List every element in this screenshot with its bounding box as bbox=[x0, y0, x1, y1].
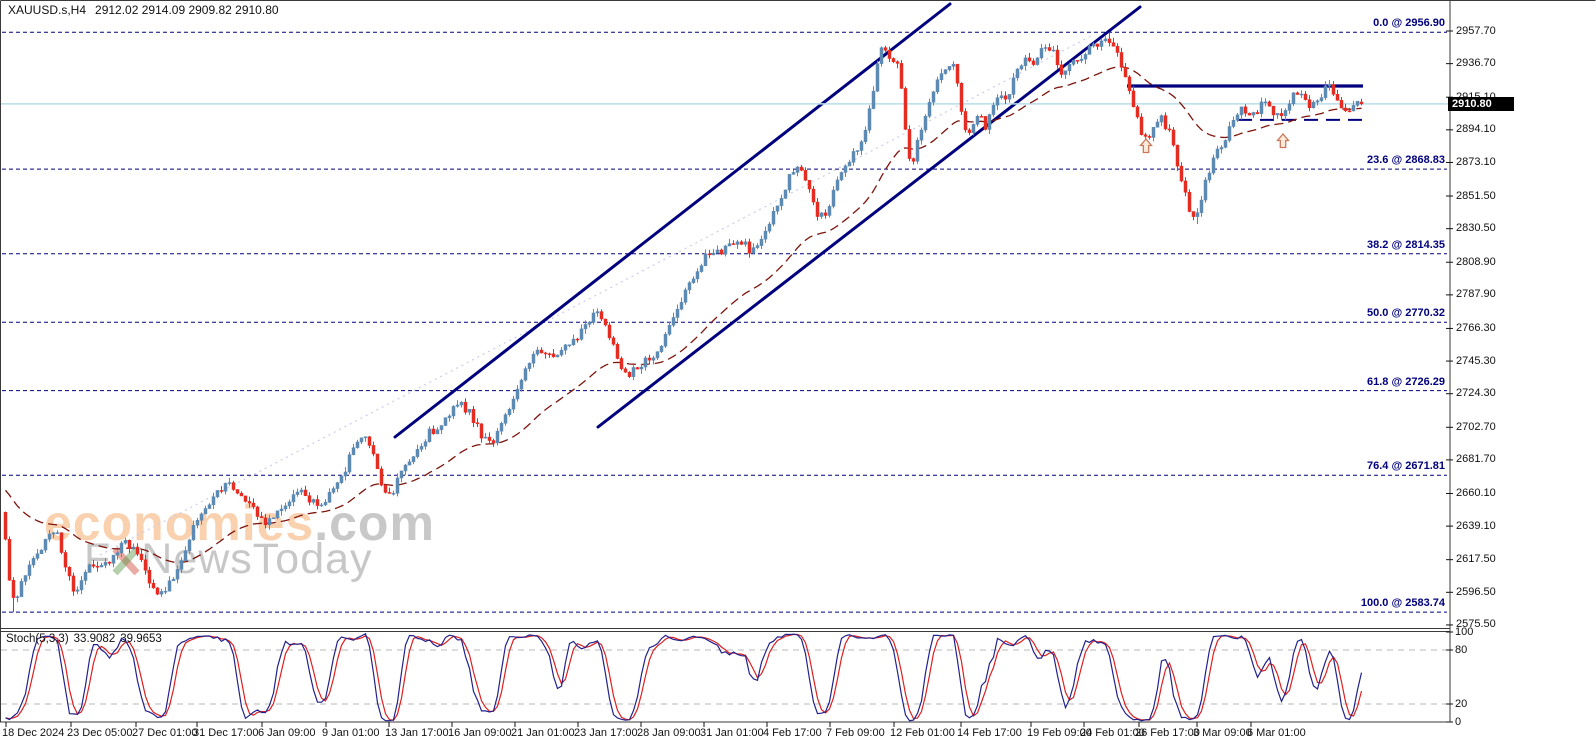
fib-level-label: 23.6 @ 2868.83 bbox=[1366, 154, 1445, 167]
date-label: 13 Jan 17:00 bbox=[385, 727, 449, 739]
stochastic-signal-value: 39.9653 bbox=[120, 633, 162, 645]
stochastic-name: Stoch(5,3,3) bbox=[6, 633, 69, 645]
fib-level-label: 50.0 @ 2770.32 bbox=[1366, 307, 1445, 320]
date-label: 18 Dec 2024 bbox=[2, 727, 65, 739]
channel-midline-dotted[interactable] bbox=[99, 34, 1094, 556]
date-label: 4 Feb 17:00 bbox=[763, 727, 822, 739]
date-label: 26 Feb 17:00 bbox=[1135, 727, 1200, 739]
stochastic-lines[interactable] bbox=[5, 632, 1363, 722]
price-tick-label: 2830.50 bbox=[1456, 222, 1496, 235]
price-tick-label: 2745.30 bbox=[1456, 354, 1496, 367]
date-label: 6 Mar 01:00 bbox=[1247, 727, 1306, 739]
stoch-level-label: 0 bbox=[1455, 716, 1462, 728]
trend-channel[interactable] bbox=[393, 2, 1142, 439]
date-label: 31 Dec 17:00 bbox=[193, 727, 259, 739]
price-tick-label: 2596.50 bbox=[1456, 585, 1496, 598]
date-label: 24 Feb 01:00 bbox=[1080, 727, 1145, 739]
date-label: 21 Jan 01:00 bbox=[511, 727, 575, 739]
price-tick-label: 2894.10 bbox=[1456, 123, 1496, 136]
watermark-brand-suffix: .com bbox=[314, 495, 435, 551]
date-label: 23 Jan 17:00 bbox=[574, 727, 638, 739]
price-tick-label: 2724.30 bbox=[1456, 387, 1496, 400]
chart-title: XAUUSD.s,H4 2912.02 2914.09 2909.82 2910.… bbox=[8, 3, 279, 17]
stochastic-label: Stoch(5,3,3) 33.9082 39.9653 bbox=[6, 633, 167, 645]
price-tick-label: 2787.90 bbox=[1456, 288, 1496, 301]
stochastic-level-lines bbox=[1, 649, 1449, 705]
price-tick-label: 2702.70 bbox=[1456, 420, 1496, 433]
candlesticks[interactable] bbox=[3, 32, 1364, 613]
date-label: 6 Jan 09:00 bbox=[258, 727, 316, 739]
price-tick-label: 2873.10 bbox=[1456, 155, 1496, 168]
ohlc-values: 2912.02 2914.09 2909.82 2910.80 bbox=[95, 3, 279, 17]
date-label: 27 Dec 01:00 bbox=[132, 727, 198, 739]
watermark-tagline-rest: NewsToday bbox=[141, 535, 373, 583]
price-tick-label: 2936.70 bbox=[1456, 57, 1496, 70]
fib-level-label: 0.0 @ 2956.90 bbox=[1373, 17, 1445, 30]
watermark-tagline: F NewsToday bbox=[84, 535, 373, 584]
date-label: 14 Feb 17:00 bbox=[957, 727, 1022, 739]
fib-level-label: 76.4 @ 2671.81 bbox=[1366, 460, 1445, 473]
price-tick-label: 2681.70 bbox=[1456, 453, 1496, 466]
stoch-level-label: 80 bbox=[1455, 644, 1468, 656]
fib-level-label: 100.0 @ 2583.74 bbox=[1360, 597, 1445, 610]
price-tick-label: 2660.10 bbox=[1456, 486, 1496, 499]
price-tick-label: 2575.50 bbox=[1456, 618, 1496, 631]
date-label: 23 Dec 05:00 bbox=[67, 727, 133, 739]
price-tick-label: 2808.90 bbox=[1456, 255, 1496, 268]
stochastic-main-value: 33.9082 bbox=[73, 633, 116, 645]
symbol-timeframe-label: XAUUSD.s,H4 bbox=[8, 3, 87, 17]
price-tick-label: 2957.70 bbox=[1456, 24, 1496, 37]
date-label: 9 Jan 01:00 bbox=[322, 727, 380, 739]
moving-average-line[interactable] bbox=[4, 66, 1362, 564]
panel-borders bbox=[0, 0, 1596, 723]
buy-signal-arrows[interactable] bbox=[1139, 132, 1290, 154]
price-tick-label: 2766.30 bbox=[1456, 321, 1496, 334]
date-label: 28 Jan 09:00 bbox=[637, 727, 701, 739]
date-label: 19 Feb 09:00 bbox=[1027, 727, 1092, 739]
date-label: 3 Mar 09:00 bbox=[1193, 727, 1252, 739]
stoch-level-label: 20 bbox=[1455, 698, 1468, 710]
current-price-tag: 2910.80 bbox=[1448, 97, 1514, 111]
date-label: 31 Jan 01:00 bbox=[700, 727, 764, 739]
price-tick-label: 2639.10 bbox=[1456, 519, 1496, 532]
date-label: 16 Jan 09:00 bbox=[448, 727, 512, 739]
date-label: 7 Feb 09:00 bbox=[826, 727, 885, 739]
fib-retracement-lines[interactable] bbox=[2, 31, 1447, 613]
price-tick-label: 2617.50 bbox=[1456, 553, 1496, 566]
date-label: 12 Feb 01:00 bbox=[890, 727, 955, 739]
fib-level-label: 61.8 @ 2726.29 bbox=[1366, 375, 1445, 388]
fib-level-label: 38.2 @ 2814.35 bbox=[1366, 238, 1445, 251]
price-tick-label: 2851.50 bbox=[1456, 189, 1496, 202]
stoch-level-label: 100 bbox=[1455, 626, 1474, 638]
axis-tick-marks bbox=[5, 30, 1453, 727]
